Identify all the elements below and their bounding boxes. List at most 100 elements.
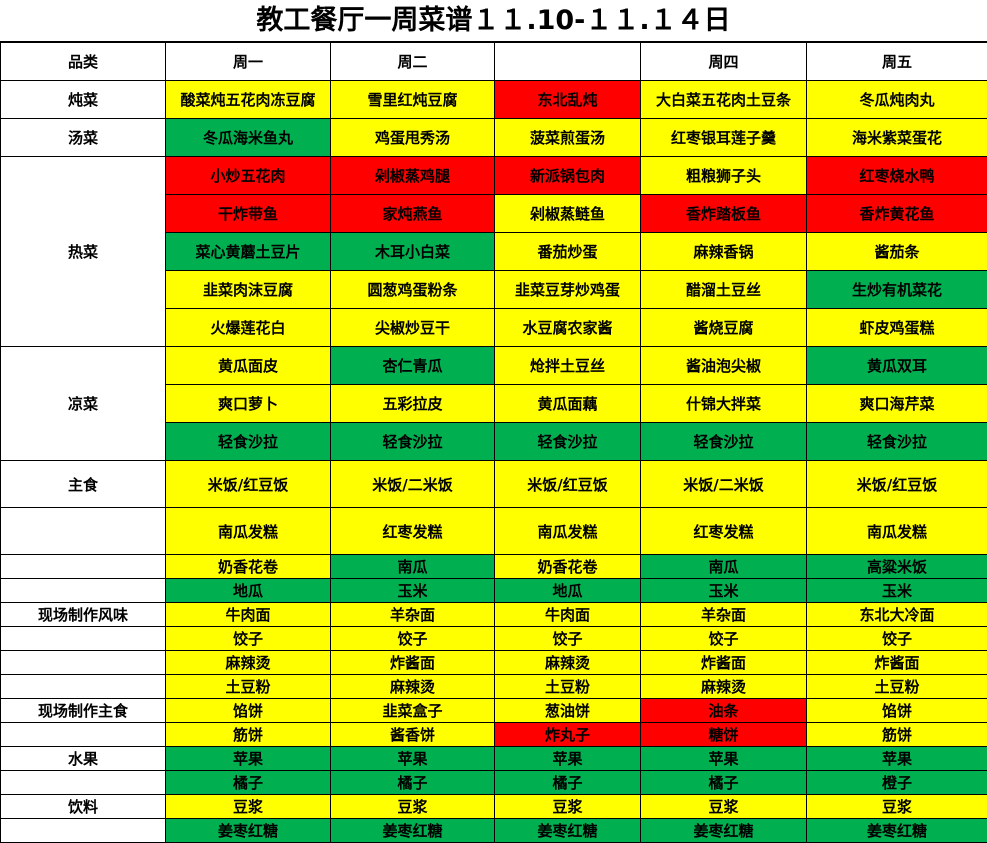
- dish-cell: 爽口海芹菜: [806, 384, 987, 423]
- dish-cell: 韭菜盒子: [330, 698, 495, 723]
- dish-cell: 豆浆: [494, 794, 641, 819]
- category-cell: 现场制作风味: [0, 602, 166, 627]
- dish-cell: 饺子: [165, 626, 331, 651]
- dish-cell: 橘子: [494, 770, 641, 795]
- dish-cell: 麻辣烫: [640, 674, 807, 699]
- dish-cell: 水豆腐农家酱: [494, 308, 641, 347]
- dish-cell: 饺子: [806, 626, 987, 651]
- header-row: 品类 周一 周二 周四 周五: [0, 42, 987, 81]
- dish-cell: 剁椒蒸鲢鱼: [494, 194, 641, 233]
- dish-cell: 炸酱面: [806, 650, 987, 675]
- menu-row: 南瓜发糕 红枣发糕 南瓜发糕 红枣发糕 南瓜发糕: [0, 507, 987, 555]
- dish-cell: 奶香花卷: [165, 554, 331, 579]
- header-day: 周四: [640, 42, 807, 81]
- dish-cell: 粗粮狮子头: [640, 156, 807, 195]
- dish-cell: 木耳小白菜: [330, 232, 495, 271]
- category-cell: [0, 507, 166, 555]
- dish-cell: 香炸踏板鱼: [640, 194, 807, 233]
- category-cell: 凉菜: [0, 346, 166, 461]
- category-cell: [0, 722, 166, 747]
- dish-cell: 圆葱鸡蛋粉条: [330, 270, 495, 309]
- dish-cell: 奶香花卷: [494, 554, 641, 579]
- dish-cell: 杏仁青瓜: [330, 346, 495, 385]
- menu-row: 炖菜 酸菜炖五花肉冻豆腐 雪里红炖豆腐 东北乱炖 大白菜五花肉土豆条 冬瓜炖肉丸: [0, 80, 987, 119]
- menu-row: 现场制作主食 馅饼 韭菜盒子 葱油饼 油条 馅饼: [0, 698, 987, 723]
- header-day: [494, 42, 641, 81]
- menu-row: 麻辣烫 炸酱面 麻辣烫 炸酱面 炸酱面: [0, 650, 987, 675]
- dish-cell: 炝拌土豆丝: [494, 346, 641, 385]
- dish-cell: 番茄炒蛋: [494, 232, 641, 271]
- dish-cell: 五彩拉皮: [330, 384, 495, 423]
- dish-cell: 炸酱面: [640, 650, 807, 675]
- dish-cell: 大白菜五花肉土豆条: [640, 80, 807, 119]
- dish-cell: 橘子: [165, 770, 331, 795]
- dish-cell: 醋溜土豆丝: [640, 270, 807, 309]
- menu-row: 橘子 橘子 橘子 橘子 橙子: [0, 770, 987, 795]
- dish-cell: 地瓜: [494, 578, 641, 603]
- dish-cell: 菜心黄蘑土豆片: [165, 232, 331, 271]
- dish-cell: 南瓜: [330, 554, 495, 579]
- menu-row: 韭菜肉沫豆腐 圆葱鸡蛋粉条 韭菜豆芽炒鸡蛋 醋溜土豆丝 生炒有机菜花: [1, 270, 987, 309]
- dish-cell: 苹果: [640, 746, 807, 771]
- category-cell: 现场制作主食: [0, 698, 166, 723]
- dish-cell: 轻食沙拉: [640, 422, 807, 461]
- dish-cell: 韭菜肉沫豆腐: [165, 270, 331, 309]
- dish-cell: 橙子: [806, 770, 987, 795]
- dish-cell: 韭菜豆芽炒鸡蛋: [494, 270, 641, 309]
- menu-row: 干炸带鱼 家炖燕鱼 剁椒蒸鲢鱼 香炸踏板鱼 香炸黄花鱼: [1, 194, 987, 233]
- dish-cell: 炸丸子: [494, 722, 641, 747]
- dish-cell: 羊杂面: [330, 602, 495, 627]
- dish-cell: 豆浆: [165, 794, 331, 819]
- category-cell: [0, 626, 166, 651]
- category-cell: 主食: [0, 460, 166, 508]
- menu-row: 水果 苹果 苹果 苹果 苹果 苹果: [0, 746, 987, 771]
- category-cell: 饮料: [0, 794, 166, 819]
- header-day: 周一: [165, 42, 331, 81]
- category-cell: [0, 554, 166, 579]
- dish-cell: 黄瓜面藕: [494, 384, 641, 423]
- category-cell: 炖菜: [0, 80, 166, 119]
- dish-cell: 土豆粉: [494, 674, 641, 699]
- dish-cell: 苹果: [330, 746, 495, 771]
- dish-cell: 轻食沙拉: [806, 422, 987, 461]
- dish-cell: 馅饼: [806, 698, 987, 723]
- dish-cell: 红枣发糕: [640, 507, 807, 555]
- dish-cell: 小炒五花肉: [165, 156, 331, 195]
- dish-cell: 羊杂面: [640, 602, 807, 627]
- dish-cell: 饺子: [494, 626, 641, 651]
- dish-cell: 菠菜煎蛋汤: [494, 118, 641, 157]
- menu-row: 热菜 小炒五花肉 剁椒蒸鸡腿 新派锅包肉 粗粮狮子头 红枣烧水鸭: [0, 156, 987, 347]
- dish-cell: 玉米: [330, 578, 495, 603]
- dish-cell: 牛肉面: [165, 602, 331, 627]
- menu-row: 饮料 豆浆 豆浆 豆浆 豆浆 豆浆: [0, 794, 987, 819]
- dish-cell: 火爆莲花白: [165, 308, 331, 347]
- dish-cell: 红枣烧水鸭: [806, 156, 987, 195]
- header-category: 品类: [0, 42, 166, 81]
- dish-cell: 姜枣红糖: [330, 818, 495, 843]
- dish-cell: 酸菜炖五花肉冻豆腐: [165, 80, 331, 119]
- sheet-title: 教工餐厅一周菜谱１１.10-１１.１４日: [0, 0, 987, 42]
- category-cell: 水果: [0, 746, 166, 771]
- dish-cell: 苹果: [806, 746, 987, 771]
- category-cell: [0, 818, 166, 843]
- dish-cell: 海米紫菜蛋花: [806, 118, 987, 157]
- dish-cell: 土豆粉: [806, 674, 987, 699]
- dish-cell: 米饭/红豆饭: [165, 460, 331, 508]
- dish-cell: 香炸黄花鱼: [806, 194, 987, 233]
- menu-row: 菜心黄蘑土豆片 木耳小白菜 番茄炒蛋 麻辣香锅 酱茄条: [1, 232, 987, 271]
- dish-cell: 土豆粉: [165, 674, 331, 699]
- dish-cell: 姜枣红糖: [494, 818, 641, 843]
- dish-cell: 什锦大拌菜: [640, 384, 807, 423]
- dish-cell: 豆浆: [640, 794, 807, 819]
- dish-cell: 冬瓜海米鱼丸: [165, 118, 331, 157]
- dish-cell: 米饭/红豆饭: [494, 460, 641, 508]
- dish-cell: 姜枣红糖: [640, 818, 807, 843]
- dish-cell: 东北乱炖: [494, 80, 641, 119]
- dish-cell: 南瓜发糕: [494, 507, 641, 555]
- menu-row: 凉菜 黄瓜面皮 杏仁青瓜 炝拌土豆丝 酱油泡尖椒 黄瓜双耳: [0, 346, 987, 461]
- menu-table: 品类 周一 周二 周四 周五 炖菜 酸菜炖五花肉冻豆腐 雪里红炖豆腐 东北乱炖 大白菜五花肉土豆条…: [0, 42, 987, 843]
- dish-cell: 虾皮鸡蛋糕: [806, 308, 987, 347]
- dish-cell: 鸡蛋甩秀汤: [330, 118, 495, 157]
- dish-cell: 酱烧豆腐: [640, 308, 807, 347]
- dish-cell: 麻辣烫: [494, 650, 641, 675]
